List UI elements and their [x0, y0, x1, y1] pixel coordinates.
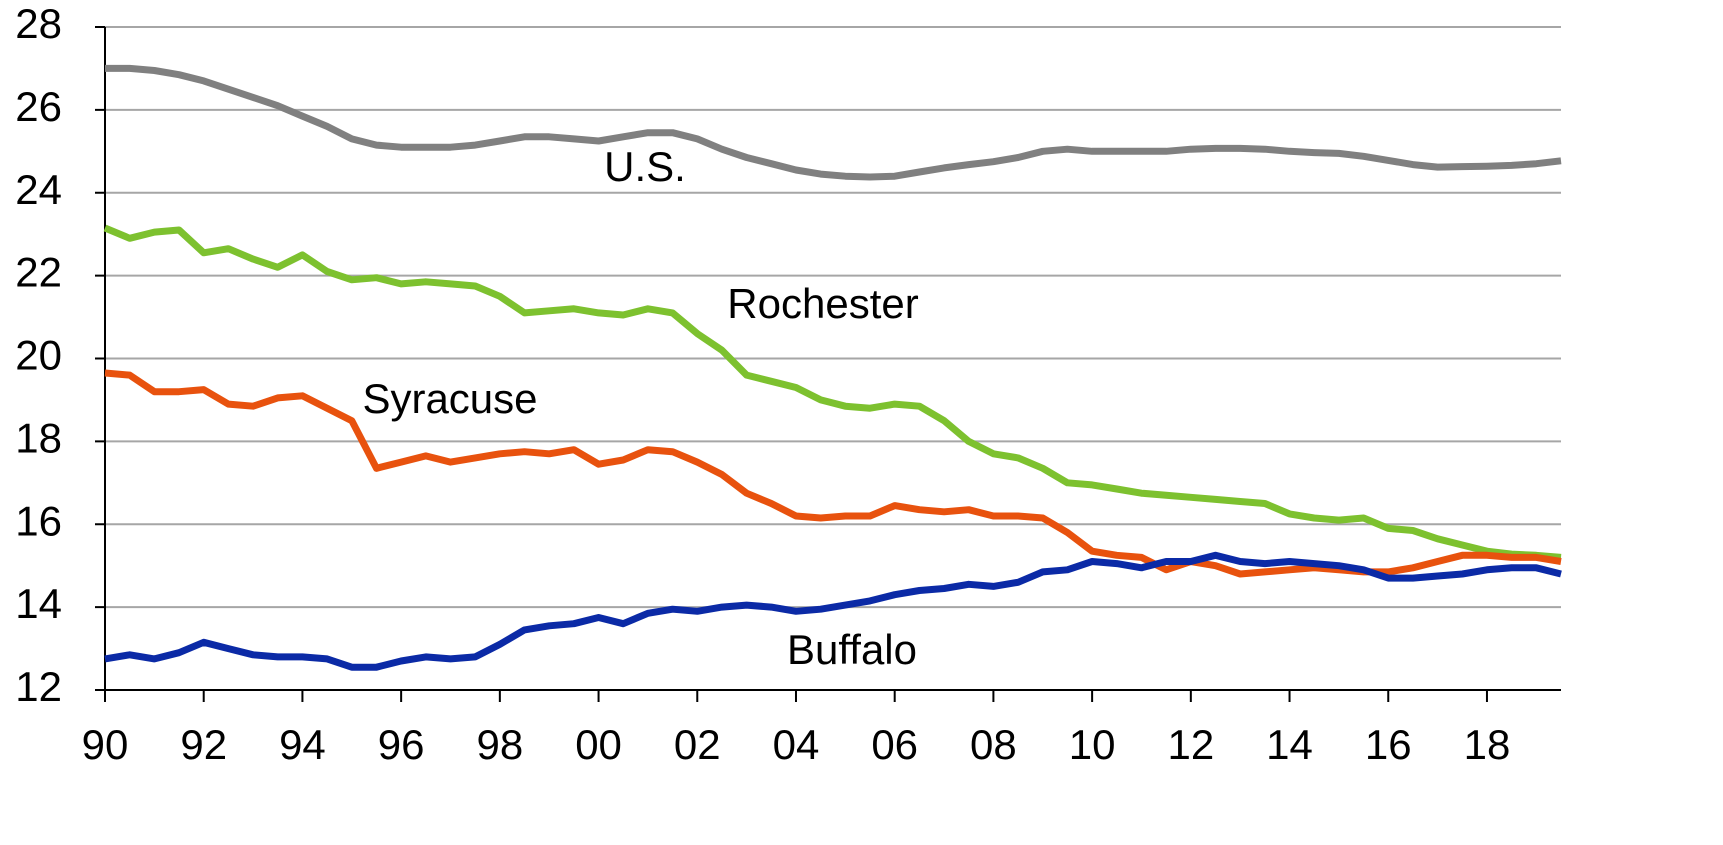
series-line: [104, 551, 1562, 671]
x-tick-label: 18: [1464, 721, 1511, 768]
series-label: Syracuse: [362, 375, 537, 422]
x-tick-label: 04: [773, 721, 820, 768]
x-tick-label: 00: [575, 721, 622, 768]
y-tick-label: 14: [15, 580, 62, 627]
x-tick-label: 08: [970, 721, 1017, 768]
x-tick-label: 06: [871, 721, 918, 768]
x-tick-label: 16: [1365, 721, 1412, 768]
series-label: U.S.: [604, 143, 686, 190]
series-line: [103, 224, 1562, 561]
x-tick-label: 12: [1167, 721, 1214, 768]
y-tick-label: 28: [15, 0, 62, 47]
x-tick-label: 96: [378, 721, 425, 768]
x-tick-label: 92: [180, 721, 227, 768]
x-tick-label: 98: [476, 721, 523, 768]
x-tick-label: 94: [279, 721, 326, 768]
y-tick-label: 18: [15, 414, 62, 461]
y-tick-label: 22: [15, 249, 62, 296]
x-tick-label: 90: [82, 721, 129, 768]
series-line: [105, 64, 1562, 181]
series-line: [104, 369, 1562, 578]
series-label: Rochester: [727, 280, 918, 327]
y-tick-label: 12: [15, 663, 62, 710]
x-tick-label: 02: [674, 721, 721, 768]
series-label: Buffalo: [787, 626, 917, 673]
y-tick-label: 26: [15, 83, 62, 130]
x-tick-label: 10: [1069, 721, 1116, 768]
y-tick-label: 16: [15, 497, 62, 544]
y-tick-label: 20: [15, 332, 62, 379]
x-tick-label: 14: [1266, 721, 1313, 768]
y-tick-label: 24: [15, 166, 62, 213]
